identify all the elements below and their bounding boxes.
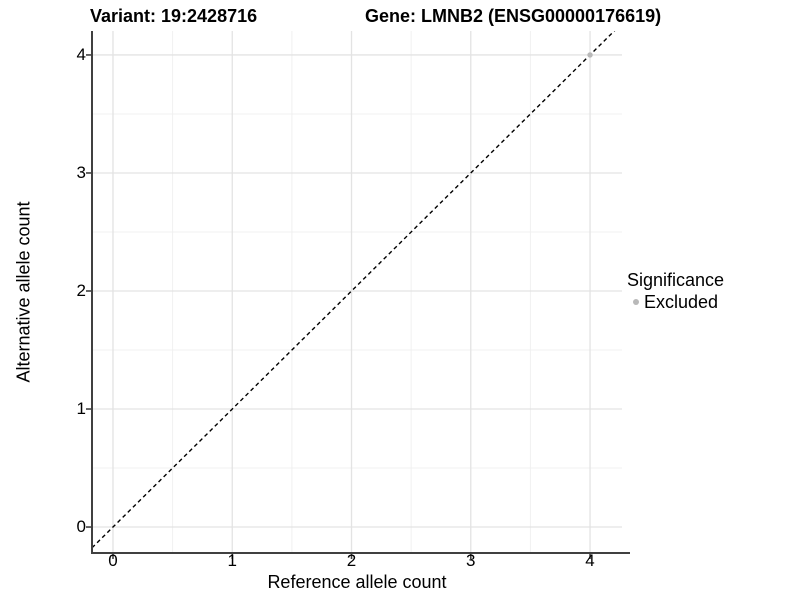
gene-title: Gene: LMNB2 (ENSG00000176619) bbox=[365, 6, 662, 26]
plot-panel bbox=[86, 31, 630, 559]
identity-line bbox=[91, 31, 616, 549]
x-tick-label: 1 bbox=[227, 551, 237, 570]
y-axis-title: Alternative allele count bbox=[13, 201, 34, 383]
x-tick-label: 2 bbox=[346, 551, 357, 570]
variant-title: Variant: 19:2428716 bbox=[90, 6, 258, 26]
x-tick-label: 0 bbox=[108, 551, 118, 570]
x-tick-label: 3 bbox=[466, 551, 476, 570]
legend-point-icon bbox=[633, 299, 639, 305]
legend-items: Excluded bbox=[627, 292, 724, 312]
y-tick-label: 1 bbox=[76, 399, 86, 419]
y-tick-label: 4 bbox=[76, 44, 86, 64]
legend-title: Significance bbox=[627, 270, 725, 290]
x-axis-title: Reference allele count bbox=[267, 572, 447, 592]
legend-item-label: Excluded bbox=[644, 292, 719, 312]
legend-item: Excluded bbox=[627, 292, 724, 312]
legend: Significance Excluded bbox=[627, 270, 724, 312]
y-tick-label: 2 bbox=[76, 280, 86, 300]
x-tick-label: 4 bbox=[585, 551, 595, 570]
y-tick-label: 3 bbox=[76, 162, 86, 182]
y-tick-label: 0 bbox=[76, 517, 86, 537]
data-point bbox=[587, 52, 593, 58]
